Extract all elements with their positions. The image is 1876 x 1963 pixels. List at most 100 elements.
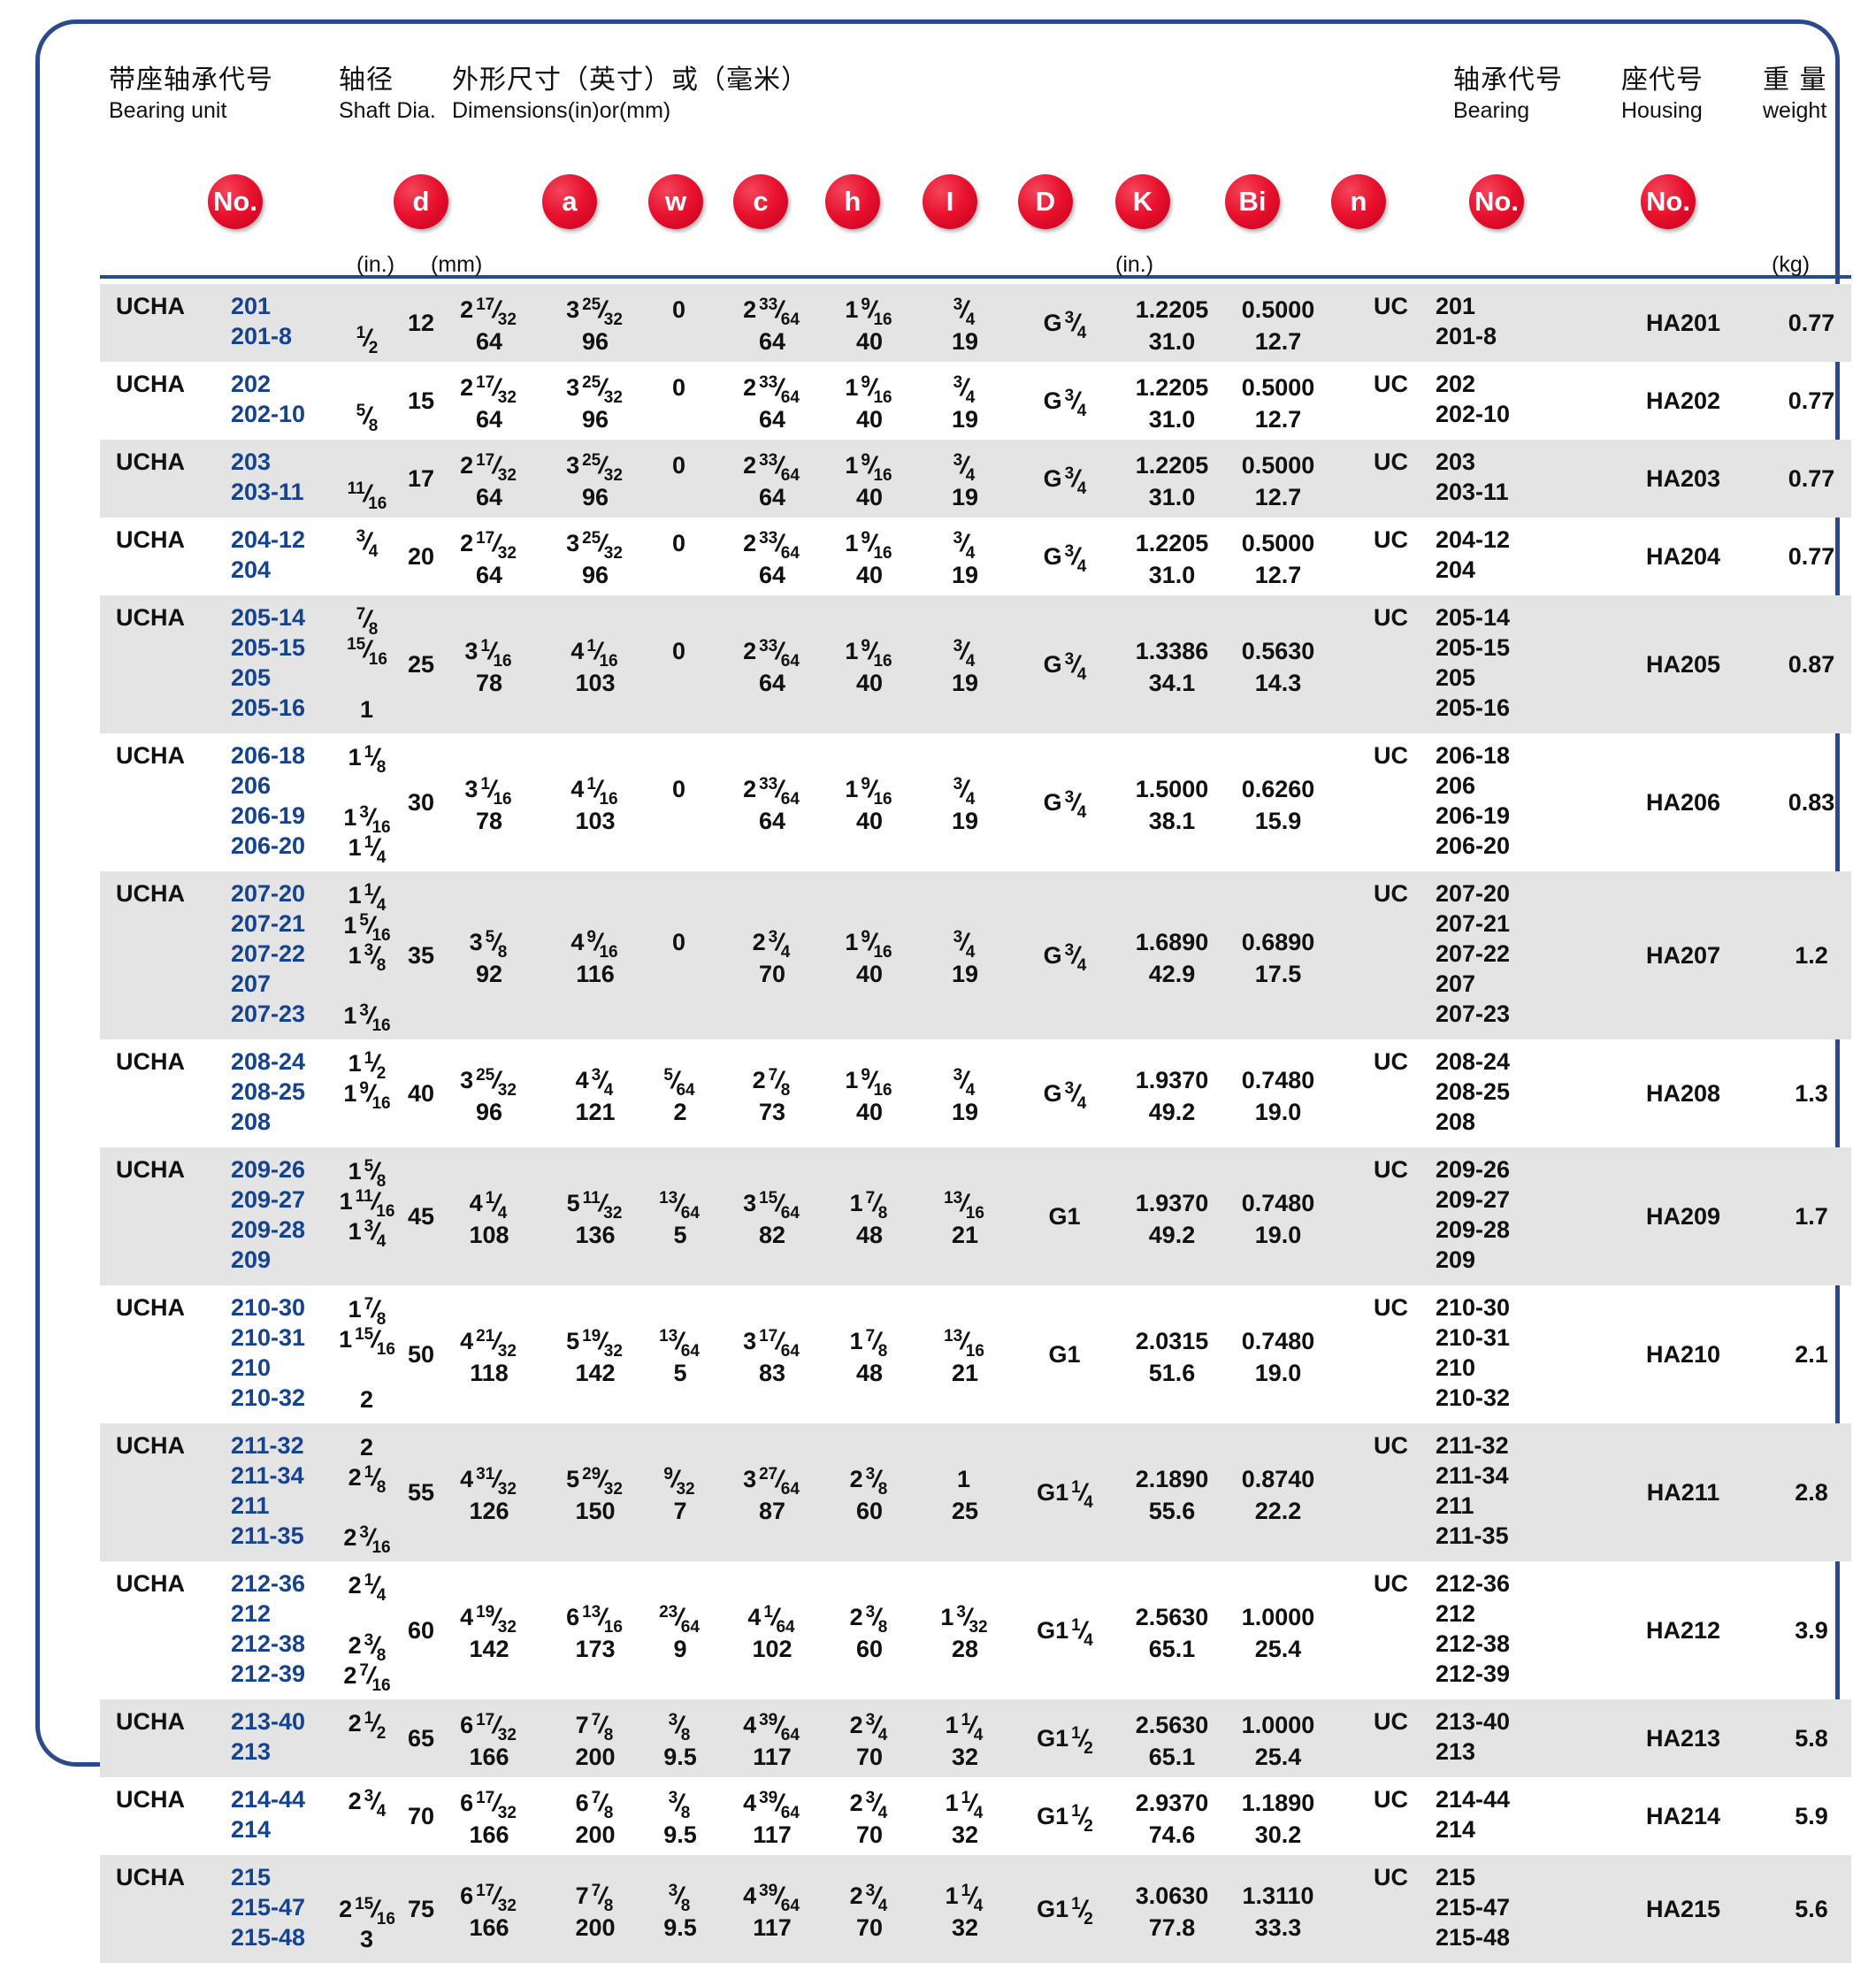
bearing-unit-number[interactable]: 208-25 <box>231 1078 306 1105</box>
bearing-unit-number[interactable]: 214 <box>231 1816 272 1843</box>
bearing-number[interactable]: 212-38 <box>1436 1630 1511 1657</box>
bearing-number[interactable]: 203-11 <box>1436 479 1509 505</box>
bearing-number[interactable]: 210-32 <box>1436 1384 1511 1411</box>
bearing-number[interactable]: 210-30 <box>1436 1294 1511 1321</box>
bearing-unit-number[interactable]: 211-32 <box>231 1432 304 1459</box>
housing-number[interactable]: HA201 <box>1645 310 1721 336</box>
table-row[interactable]: UCHA 204-12 204 3/4 20 2 17/32 64 3 25/32 96 0 2 33/6… <box>100 518 1851 595</box>
table-row[interactable]: UCHA 203 203-11 11/16 17 2 17/32 64 3 25/32 96 0 2 33… <box>100 440 1851 518</box>
bearing-number[interactable]: 201-8 <box>1436 323 1497 349</box>
bearing-unit-number[interactable]: 212-38 <box>231 1630 306 1657</box>
bearing-unit-number[interactable]: 213-40 <box>231 1708 306 1735</box>
bearing-number[interactable]: 201 <box>1436 293 1476 319</box>
bearing-number[interactable]: 213 <box>1436 1738 1476 1765</box>
bearing-unit-number[interactable]: 210-31 <box>231 1324 306 1351</box>
bearing-unit-number[interactable]: 203 <box>231 449 272 475</box>
bearing-unit-number[interactable]: 211 <box>231 1492 270 1519</box>
bearing-unit-number[interactable]: 206-20 <box>231 832 306 859</box>
bearing-number[interactable]: 208-25 <box>1436 1078 1511 1105</box>
bearing-number[interactable]: 208 <box>1436 1108 1476 1135</box>
bearing-number[interactable]: 207 <box>1436 970 1476 997</box>
housing-number[interactable]: HA213 <box>1645 1725 1721 1752</box>
housing-number[interactable]: HA208 <box>1645 1080 1721 1107</box>
bearing-unit-number[interactable]: 204-12 <box>231 526 306 553</box>
table-row[interactable]: UCHA 211-32 211-34 211 211-35 2 2 1/8 2 3/16 55 4 31… <box>100 1423 1851 1561</box>
bearing-number[interactable]: 212 <box>1436 1600 1476 1627</box>
bearing-unit-number[interactable]: 205-15 <box>231 634 306 661</box>
bearing-unit-number[interactable]: 209-26 <box>231 1156 306 1183</box>
bearing-number[interactable]: 202 <box>1436 371 1476 397</box>
table-row[interactable]: UCHA 209-26 209-27 209-28 209 1 5/8 1 11/16 1 3/4 4… <box>100 1147 1851 1285</box>
bearing-number[interactable]: 210-31 <box>1436 1324 1511 1351</box>
bearing-unit-number[interactable]: 212-36 <box>231 1570 306 1597</box>
housing-number[interactable]: HA212 <box>1645 1617 1721 1644</box>
bearing-number[interactable]: 208-24 <box>1436 1048 1511 1075</box>
bearing-unit-number[interactable]: 211-34 <box>231 1462 304 1489</box>
bearing-number[interactable]: 204 <box>1436 556 1476 583</box>
bearing-number[interactable]: 211-32 <box>1436 1432 1509 1459</box>
bearing-unit-number[interactable]: 203-11 <box>231 479 304 505</box>
table-row[interactable]: UCHA 212-36 212 212-38 212-39 2 1/4 2 3/8 2 7/16 60… <box>100 1561 1851 1699</box>
bearing-unit-number[interactable]: 210 <box>231 1354 272 1381</box>
bearing-unit-number[interactable]: 207 <box>231 970 272 997</box>
bearing-unit-number[interactable]: 207-20 <box>231 880 306 907</box>
bearing-unit-number[interactable]: 210-30 <box>231 1294 306 1321</box>
bearing-number[interactable]: 211-35 <box>1436 1522 1509 1549</box>
bearing-unit-number[interactable]: 205-14 <box>231 604 306 631</box>
bearing-number[interactable]: 211-34 <box>1436 1462 1509 1489</box>
bearing-number[interactable]: 211 <box>1436 1492 1474 1519</box>
table-row[interactable]: UCHA 201 201-8 1/2 12 2 17/32 64 3 25/32 96 0 2 33/64… <box>100 284 1851 362</box>
bearing-number[interactable]: 206 <box>1436 772 1476 799</box>
table-row[interactable]: UCHA 214-44 214 2 3/4 70 6 17/32 166 6 7/8 200 3/8 9.… <box>100 1777 1851 1855</box>
bearing-number[interactable]: 215-48 <box>1436 1924 1511 1951</box>
bearing-unit-number[interactable]: 215 <box>231 1864 272 1890</box>
bearing-number[interactable]: 204-12 <box>1436 526 1511 553</box>
bearing-number[interactable]: 207-20 <box>1436 880 1511 907</box>
bearing-unit-number[interactable]: 208 <box>231 1108 272 1135</box>
bearing-unit-number[interactable]: 211-35 <box>231 1522 304 1549</box>
bearing-unit-number[interactable]: 209 <box>231 1246 272 1273</box>
bearing-number[interactable]: 206-20 <box>1436 832 1511 859</box>
bearing-number[interactable]: 209-27 <box>1436 1186 1511 1213</box>
bearing-unit-number[interactable]: 206-19 <box>231 802 306 829</box>
housing-number[interactable]: HA205 <box>1645 651 1721 678</box>
table-row[interactable]: UCHA 206-18 206 206-19 206-20 1 1/8 1 3/16 1 1/4 30… <box>100 733 1851 871</box>
bearing-unit-number[interactable]: 209-28 <box>231 1216 306 1243</box>
bearing-number[interactable]: 206-19 <box>1436 802 1511 829</box>
housing-number[interactable]: HA206 <box>1645 789 1721 816</box>
bearing-number[interactable]: 202-10 <box>1436 401 1511 427</box>
bearing-unit-number[interactable]: 206-18 <box>231 742 306 769</box>
housing-number[interactable]: HA210 <box>1645 1341 1721 1368</box>
bearing-unit-number[interactable]: 212-39 <box>231 1660 306 1687</box>
table-row[interactable]: UCHA 210-30 210-31 210 210-32 1 7/8 1 15/16 2 50 4 2… <box>100 1285 1851 1423</box>
bearing-number[interactable]: 209 <box>1436 1246 1476 1273</box>
bearing-number[interactable]: 203 <box>1436 449 1476 475</box>
bearing-number[interactable]: 206-18 <box>1436 742 1511 769</box>
table-row[interactable]: UCHA 208-24 208-25 208 1 1/2 1 9/16 40 3 25/32 96 4 3… <box>100 1039 1851 1147</box>
bearing-unit-number[interactable]: 201 <box>231 293 272 319</box>
bearing-unit-number[interactable]: 213 <box>231 1738 272 1765</box>
table-row[interactable]: UCHA 207-20 207-21 207-22 207 207-23 1 1/4 1 5/16… <box>100 871 1851 1039</box>
bearing-number[interactable]: 205-15 <box>1436 634 1511 661</box>
bearing-number[interactable]: 212-36 <box>1436 1570 1511 1597</box>
bearing-number[interactable]: 214 <box>1436 1816 1476 1843</box>
bearing-number[interactable]: 207-21 <box>1436 910 1511 937</box>
housing-number[interactable]: HA202 <box>1645 387 1721 414</box>
bearing-unit-number[interactable]: 202-10 <box>231 401 306 427</box>
table-row[interactable]: UCHA 213-40 213 2 1/2 65 6 17/32 166 7 7/8 200 3/8 9.… <box>100 1699 1851 1777</box>
bearing-number[interactable]: 205-14 <box>1436 604 1511 631</box>
bearing-unit-number[interactable]: 207-21 <box>231 910 306 937</box>
housing-number[interactable]: HA203 <box>1645 465 1721 492</box>
table-row[interactable]: UCHA 202 202-10 5/8 15 2 17/32 64 3 25/32 96 0 2 33/6… <box>100 362 1851 440</box>
bearing-unit-number[interactable]: 210-32 <box>231 1384 306 1411</box>
bearing-unit-number[interactable]: 205-16 <box>231 694 306 721</box>
bearing-unit-number[interactable]: 207-22 <box>231 940 306 967</box>
bearing-number[interactable]: 214-44 <box>1436 1786 1511 1813</box>
bearing-unit-number[interactable]: 205 <box>231 664 272 691</box>
bearing-unit-number[interactable]: 207-23 <box>231 1001 306 1027</box>
housing-number[interactable]: HA207 <box>1645 942 1721 969</box>
housing-number[interactable]: HA209 <box>1645 1203 1721 1230</box>
housing-number[interactable]: HA204 <box>1645 543 1721 570</box>
bearing-number[interactable]: 205 <box>1436 664 1476 691</box>
bearing-number[interactable]: 209-28 <box>1436 1216 1511 1243</box>
